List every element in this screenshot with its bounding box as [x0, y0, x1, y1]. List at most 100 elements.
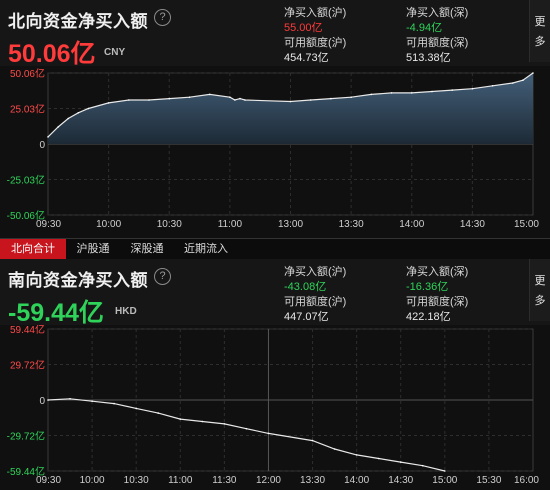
- data-point: [87, 107, 90, 110]
- data-point: [377, 457, 380, 460]
- data-point: [289, 100, 292, 103]
- x-tick-label: 13:00: [278, 219, 303, 230]
- north-unit: CNY: [104, 47, 126, 58]
- data-point: [522, 79, 524, 81]
- tab-shanghai-connect[interactable]: 沪股通: [76, 243, 110, 255]
- data-point: [491, 85, 494, 87]
- data-point: [179, 418, 182, 420]
- south-sh-quota-label: 可用额度(沪): [284, 296, 347, 308]
- north-sz-buy-value: -4.94亿: [406, 22, 443, 34]
- x-tick-label: 14:00: [399, 219, 424, 230]
- x-tick-label: 11:00: [168, 475, 193, 486]
- y-tick-label: -59.44亿: [7, 465, 45, 478]
- y-tick-label: 0: [39, 396, 45, 407]
- data-point: [57, 126, 59, 128]
- data-point: [148, 99, 150, 101]
- south-sz-buy-label: 净买入额(深): [406, 266, 469, 278]
- south-sh-buy-label: 净买入额(沪): [284, 266, 347, 278]
- x-tick-label: 14:30: [388, 475, 413, 486]
- north-sh-quota-label: 可用额度(沪): [284, 37, 347, 49]
- data-point: [512, 82, 514, 84]
- north-title: 北向资金净买入额: [8, 12, 148, 31]
- north-sh-buy-label: 净买入额(沪): [284, 7, 347, 19]
- x-tick-label: 13:30: [339, 219, 364, 230]
- north-net-value: 50.06亿: [8, 40, 96, 68]
- data-point: [201, 420, 204, 423]
- help-icon[interactable]: ?: [154, 9, 171, 26]
- south-unit: HKD: [115, 306, 137, 317]
- data-point: [77, 112, 80, 114]
- x-tick-label: 10:30: [157, 219, 182, 230]
- north-header: 北向资金净买入额 ? 50.06亿 CNY 净买入额(沪) 55.00亿 净买入…: [0, 0, 550, 68]
- x-tick-label: 10:00: [80, 475, 105, 486]
- y-tick-label: 29.72亿: [10, 359, 45, 372]
- north-sz-quota-label: 可用额度(深): [406, 37, 469, 49]
- x-tick-label: 11:30: [212, 475, 237, 486]
- y-tick-label: -25.03亿: [7, 174, 45, 187]
- data-point: [223, 423, 226, 425]
- south-sh-buy-value: -43.08亿: [284, 281, 327, 293]
- south-sz-quota-value: 422.18亿: [406, 311, 451, 323]
- data-point: [267, 432, 270, 435]
- help-icon[interactable]: ?: [154, 268, 171, 285]
- north-panel: 北向资金净买入额 ? 50.06亿 CNY 净买入额(沪) 55.00亿 净买入…: [0, 0, 550, 238]
- south-sh-quota-value: 447.07亿: [284, 311, 329, 323]
- data-point: [350, 96, 352, 98]
- south-panel: 南向资金净买入额 ? -59.44亿 HKD 净买入额(沪) -43.08亿 净…: [0, 259, 550, 490]
- data-point: [47, 399, 49, 401]
- data-point: [69, 398, 71, 400]
- data-point: [330, 97, 332, 100]
- south-sz-buy-value: -16.36亿: [406, 281, 449, 293]
- north-sh-buy-value: 55.00亿: [284, 22, 323, 34]
- y-tick-label: -29.72亿: [7, 430, 45, 443]
- data-point: [229, 96, 231, 98]
- tab-recent-inflow[interactable]: 近期流入: [184, 243, 228, 255]
- x-tick-label: 16:00: [514, 475, 539, 486]
- more-label-2: 多: [534, 295, 546, 307]
- data-point: [245, 427, 248, 430]
- data-point: [47, 136, 49, 138]
- north-more-button[interactable]: 更 多: [529, 0, 550, 62]
- data-point: [451, 89, 454, 91]
- south-title: 南向资金净买入额: [8, 271, 148, 290]
- tab-north-total[interactable]: 北向合计: [0, 239, 66, 259]
- more-label-2: 多: [534, 36, 546, 48]
- data-point: [370, 93, 373, 96]
- x-tick-label: 13:30: [300, 475, 325, 486]
- data-point: [309, 99, 312, 101]
- series-line: [47, 398, 445, 472]
- y-tick-label: 50.06亿: [10, 67, 45, 80]
- series-area: [48, 73, 533, 144]
- south-more-button[interactable]: 更 多: [529, 259, 550, 321]
- south-sz-quota-label: 可用额度(深): [406, 296, 469, 308]
- x-tick-label: 15:00: [432, 475, 457, 486]
- data-point: [471, 87, 474, 90]
- y-tick-label: 0: [39, 140, 45, 151]
- data-point: [91, 400, 93, 402]
- data-point: [157, 412, 159, 414]
- tab-shenzhen-connect[interactable]: 深股通: [130, 243, 164, 255]
- data-point: [234, 99, 236, 101]
- x-tick-label: 11:00: [218, 219, 243, 230]
- data-point: [422, 464, 424, 467]
- data-point: [168, 97, 171, 100]
- x-tick-label: 10:00: [96, 219, 121, 230]
- x-tick-label: 09:30: [36, 219, 61, 230]
- data-point: [239, 97, 241, 100]
- north-sz-buy-label: 净买入额(深): [406, 7, 469, 19]
- data-point: [355, 454, 358, 456]
- data-point: [67, 117, 69, 120]
- data-point: [411, 92, 413, 94]
- north-sh-quota-value: 454.73亿: [284, 52, 329, 64]
- data-point: [113, 402, 115, 405]
- data-point: [333, 448, 336, 450]
- north-tab-bar: 北向合计 沪股通 深股通 近期流入: [0, 238, 550, 260]
- data-point: [107, 102, 110, 104]
- x-tick-label: 14:00: [344, 475, 369, 486]
- x-tick-label: 14:30: [460, 219, 485, 230]
- north-sz-quota-value: 513.38亿: [406, 52, 451, 64]
- y-tick-label: 25.03亿: [10, 103, 45, 116]
- data-point: [135, 407, 137, 410]
